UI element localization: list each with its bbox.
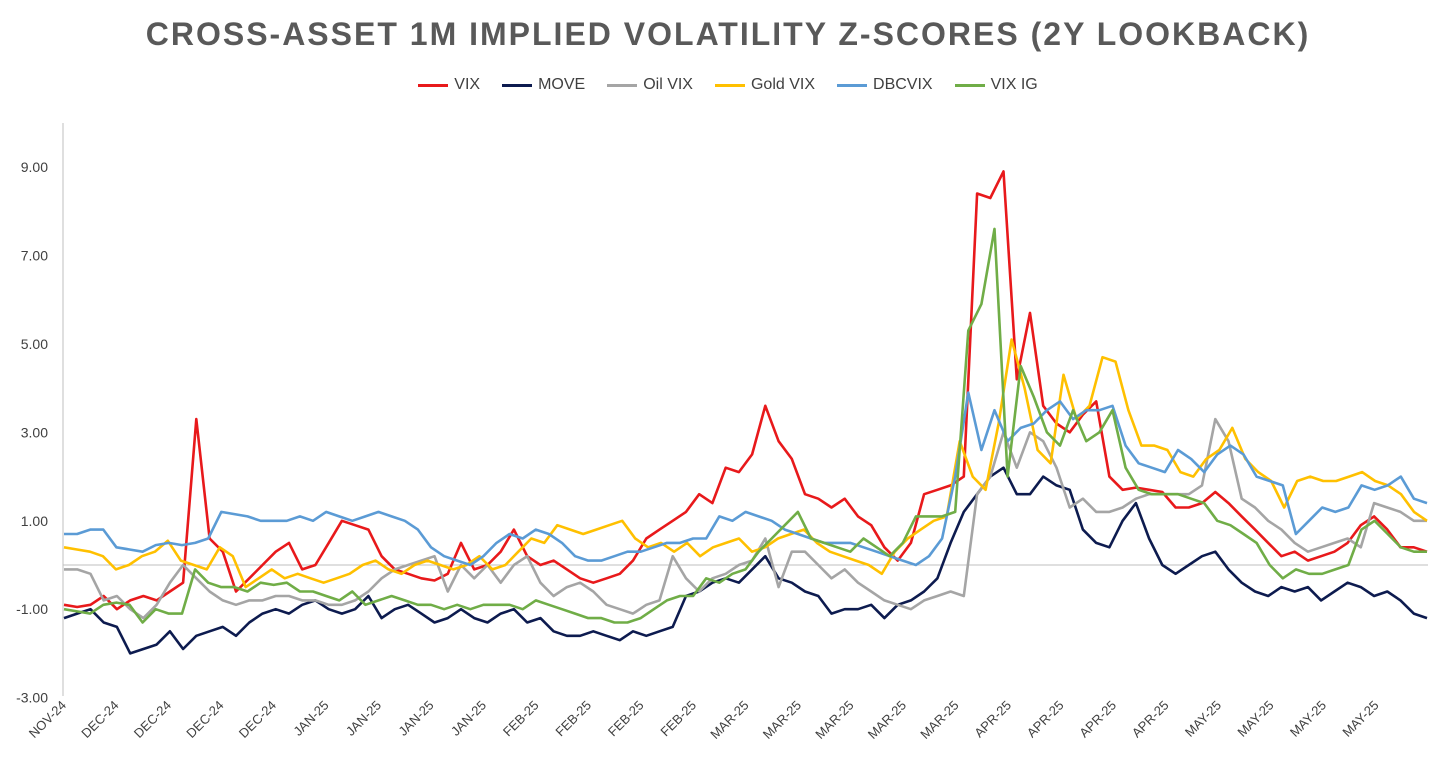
y-tick-label: 7.00 <box>21 247 48 263</box>
legend-item-vix: VIX <box>418 76 480 94</box>
legend-swatch <box>714 83 745 87</box>
legend-item-dbcvix: DBCVIX <box>837 76 933 94</box>
legend-swatch <box>418 83 449 87</box>
x-tick-label: APR-25 <box>1024 698 1067 741</box>
x-tick-label: FEB-25 <box>605 698 647 740</box>
legend-swatch <box>954 83 985 87</box>
series-line-vix <box>63 170 1428 611</box>
x-tick-label: MAY-25 <box>1287 698 1329 740</box>
x-tick-label: FEB-25 <box>500 698 542 740</box>
x-tick-label: DEC-24 <box>236 698 279 741</box>
x-tick-label: MAR-25 <box>812 698 856 742</box>
y-tick-label: 5.00 <box>21 336 48 352</box>
x-tick-label: MAR-25 <box>707 698 751 742</box>
y-tick-label: 1.00 <box>21 513 48 529</box>
legend: VIX MOVE Oil VIX Gold VIX DBCVIX VIX IG <box>0 76 1456 94</box>
x-tick-label: MAY-25 <box>1234 698 1276 740</box>
y-tick-label: -3.00 <box>16 690 48 706</box>
legend-swatch <box>607 83 638 87</box>
x-tick-label: FEB-25 <box>552 698 594 740</box>
x-tick-label: APR-25 <box>1129 698 1172 741</box>
x-tick-label: JAN-25 <box>343 698 384 739</box>
x-tick-label: JAN-25 <box>290 698 331 739</box>
x-tick-label: DEC-24 <box>78 698 121 741</box>
x-tick-label: APR-25 <box>1076 698 1119 741</box>
legend-label: DBCVIX <box>873 76 933 93</box>
x-tick-label: JAN-25 <box>448 698 489 739</box>
series-line-move <box>63 466 1428 655</box>
x-tick-label: MAY-25 <box>1182 698 1224 740</box>
y-tick-label: 3.00 <box>21 424 48 440</box>
x-tick-label: MAR-25 <box>760 698 804 742</box>
x-tick-label: MAR-25 <box>865 698 909 742</box>
x-tick-label: DEC-24 <box>131 698 174 741</box>
legend-item-vix-ig: VIX IG <box>954 76 1038 94</box>
y-tick-label: -1.00 <box>16 601 48 617</box>
legend-label: VIX IG <box>990 76 1038 93</box>
x-tick-label: APR-25 <box>971 698 1014 741</box>
legend-item-oil-vix: Oil VIX <box>607 76 693 94</box>
legend-swatch <box>502 83 533 87</box>
legend-label: VIX <box>454 76 481 93</box>
x-tick-label: FEB-25 <box>657 698 699 740</box>
legend-label: MOVE <box>538 76 586 93</box>
series-line-oil-vix <box>64 417 1427 620</box>
legend-label: Gold VIX <box>750 76 816 93</box>
legend-item-gold-vix: Gold VIX <box>714 76 816 94</box>
y-tick-label: 9.00 <box>21 159 48 175</box>
legend-label: Oil VIX <box>643 76 693 93</box>
x-tick-label: MAY-25 <box>1339 698 1381 740</box>
x-tick-label: JAN-25 <box>395 698 436 739</box>
series-layer <box>63 170 1428 655</box>
series-line-dbcvix <box>64 391 1428 567</box>
x-tick-label: MAR-25 <box>917 698 961 742</box>
series-line-vix-ig <box>63 227 1427 624</box>
x-tick-label: DEC-24 <box>183 698 226 741</box>
chart-title: CROSS-ASSET 1M IMPLIED VOLATILITY Z-SCOR… <box>145 16 1311 52</box>
legend-swatch <box>837 83 868 87</box>
legend-item-move: MOVE <box>502 76 585 94</box>
